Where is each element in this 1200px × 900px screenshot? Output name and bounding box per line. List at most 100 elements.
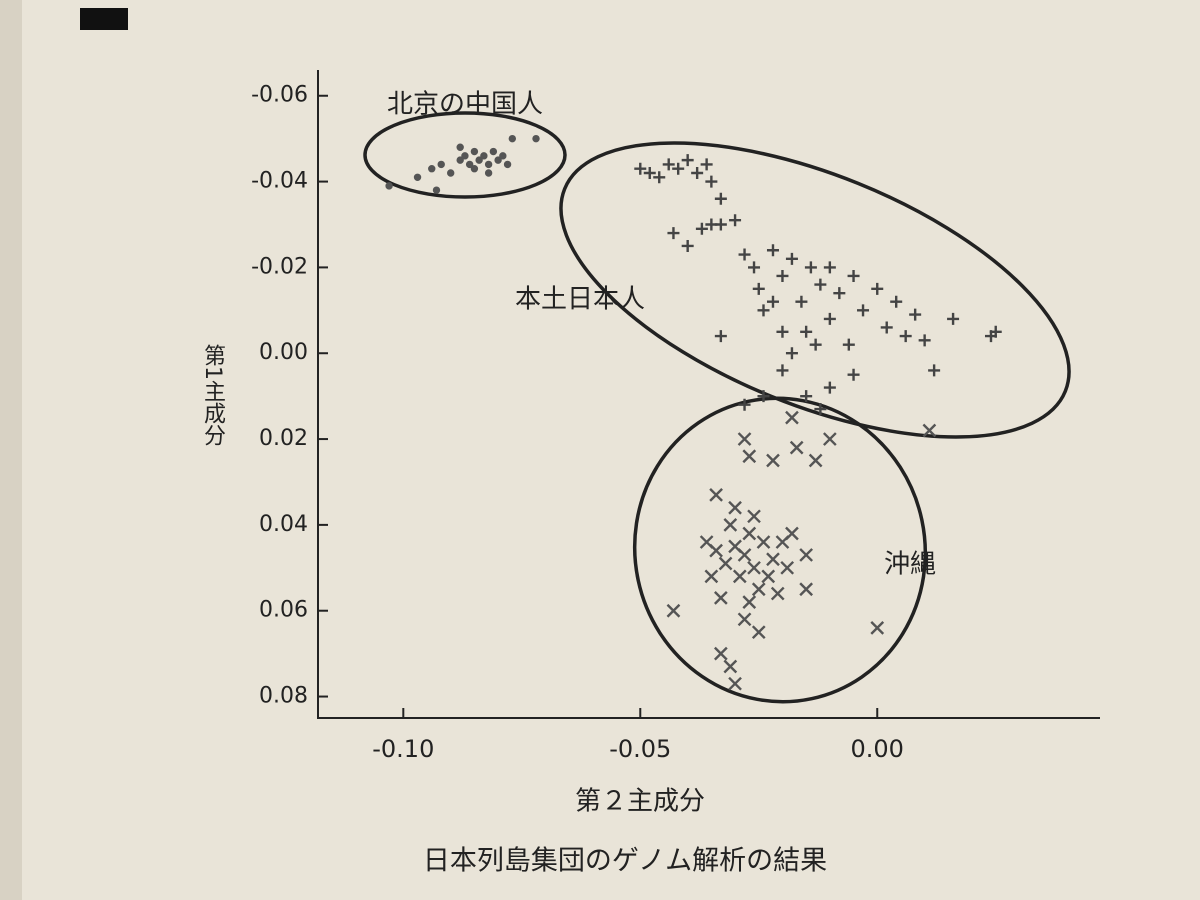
data-point bbox=[785, 410, 799, 425]
data-point bbox=[756, 535, 771, 549]
data-point bbox=[732, 569, 747, 584]
y-tick-label: -0.02 bbox=[251, 254, 308, 279]
data-point bbox=[766, 552, 780, 567]
data-point bbox=[785, 252, 798, 265]
data-point bbox=[823, 312, 836, 325]
data-point bbox=[814, 278, 827, 291]
data-point bbox=[766, 244, 779, 257]
data-point bbox=[709, 487, 723, 502]
data-point bbox=[880, 321, 893, 334]
data-point bbox=[752, 282, 765, 295]
data-point bbox=[705, 175, 718, 188]
data-point bbox=[842, 338, 855, 351]
x-tick-label: 0.00 bbox=[851, 735, 904, 763]
data-point bbox=[385, 182, 393, 190]
axis-line bbox=[317, 70, 1100, 719]
group-label: 北京の中国人 bbox=[387, 90, 543, 120]
data-point bbox=[748, 261, 761, 274]
data-point bbox=[428, 165, 436, 173]
data-point bbox=[653, 171, 666, 184]
data-point bbox=[723, 659, 738, 674]
data-point bbox=[714, 330, 727, 343]
data-point bbox=[823, 381, 836, 394]
data-point bbox=[800, 390, 813, 403]
data-point bbox=[503, 160, 512, 169]
data-point bbox=[766, 453, 780, 468]
data-point bbox=[666, 603, 681, 618]
data-point bbox=[465, 160, 474, 169]
data-point bbox=[737, 432, 752, 446]
data-point bbox=[729, 214, 742, 227]
data-point bbox=[456, 156, 464, 164]
data-point bbox=[700, 158, 713, 171]
data-point bbox=[714, 218, 727, 231]
data-point bbox=[714, 590, 728, 605]
data-point bbox=[751, 625, 766, 640]
data-point bbox=[456, 143, 464, 151]
data-point bbox=[484, 169, 493, 177]
data-point bbox=[776, 364, 789, 377]
data-point bbox=[751, 582, 766, 597]
y-axis-label: 第1主成分 bbox=[200, 344, 226, 446]
data-point bbox=[823, 261, 836, 274]
data-point bbox=[857, 304, 870, 317]
data-point bbox=[432, 186, 441, 194]
data-point bbox=[470, 165, 479, 173]
data-point bbox=[747, 560, 761, 575]
data-point bbox=[634, 162, 647, 175]
x-tick-label: -0.10 bbox=[372, 735, 434, 763]
data-point bbox=[922, 423, 937, 438]
caption: 日本列島集団のゲノム解析の結果 bbox=[423, 846, 827, 877]
data-point bbox=[699, 535, 714, 549]
data-point bbox=[947, 312, 960, 325]
data-point bbox=[833, 287, 846, 300]
data-point bbox=[499, 152, 507, 160]
y-tick-label: 0.00 bbox=[259, 340, 308, 365]
data-point bbox=[714, 192, 727, 205]
data-point bbox=[742, 449, 757, 464]
y-tick-label: -0.04 bbox=[251, 169, 308, 194]
data-point bbox=[413, 173, 422, 181]
x-axis-label: 第２主成分 bbox=[575, 787, 705, 817]
data-point bbox=[480, 152, 488, 160]
data-point bbox=[871, 282, 884, 295]
data-point bbox=[742, 526, 757, 541]
data-point bbox=[643, 166, 656, 179]
data-point bbox=[738, 398, 751, 411]
data-point bbox=[870, 621, 885, 635]
data-point bbox=[667, 227, 680, 240]
y-tick-label: 0.04 bbox=[259, 512, 308, 537]
data-point bbox=[681, 239, 694, 252]
data-point bbox=[728, 539, 742, 554]
data-point bbox=[799, 548, 814, 562]
data-point bbox=[489, 147, 498, 156]
data-point bbox=[823, 432, 837, 446]
y-tick-label: 0.02 bbox=[259, 426, 308, 451]
y-tick-label: -0.06 bbox=[251, 83, 308, 108]
data-point bbox=[484, 160, 493, 169]
y-tick-label: 0.06 bbox=[259, 598, 308, 623]
data-point bbox=[776, 269, 789, 282]
data-point bbox=[747, 509, 761, 524]
data-point bbox=[795, 295, 808, 308]
data-point bbox=[718, 556, 733, 571]
data-point bbox=[737, 612, 752, 627]
data-point bbox=[672, 162, 685, 175]
data-point bbox=[470, 147, 479, 156]
data-point bbox=[770, 586, 785, 601]
page-edge bbox=[0, 0, 22, 900]
y-tick-label: 0.08 bbox=[259, 684, 308, 709]
data-point bbox=[808, 453, 823, 468]
data-point bbox=[785, 347, 798, 360]
data-point bbox=[847, 368, 860, 381]
data-point bbox=[714, 646, 728, 661]
data-point bbox=[789, 440, 804, 455]
data-point bbox=[800, 325, 813, 338]
data-point bbox=[780, 560, 795, 575]
data-point bbox=[695, 222, 708, 235]
data-point bbox=[681, 154, 694, 167]
data-point bbox=[766, 295, 779, 308]
group-outline bbox=[632, 396, 928, 704]
